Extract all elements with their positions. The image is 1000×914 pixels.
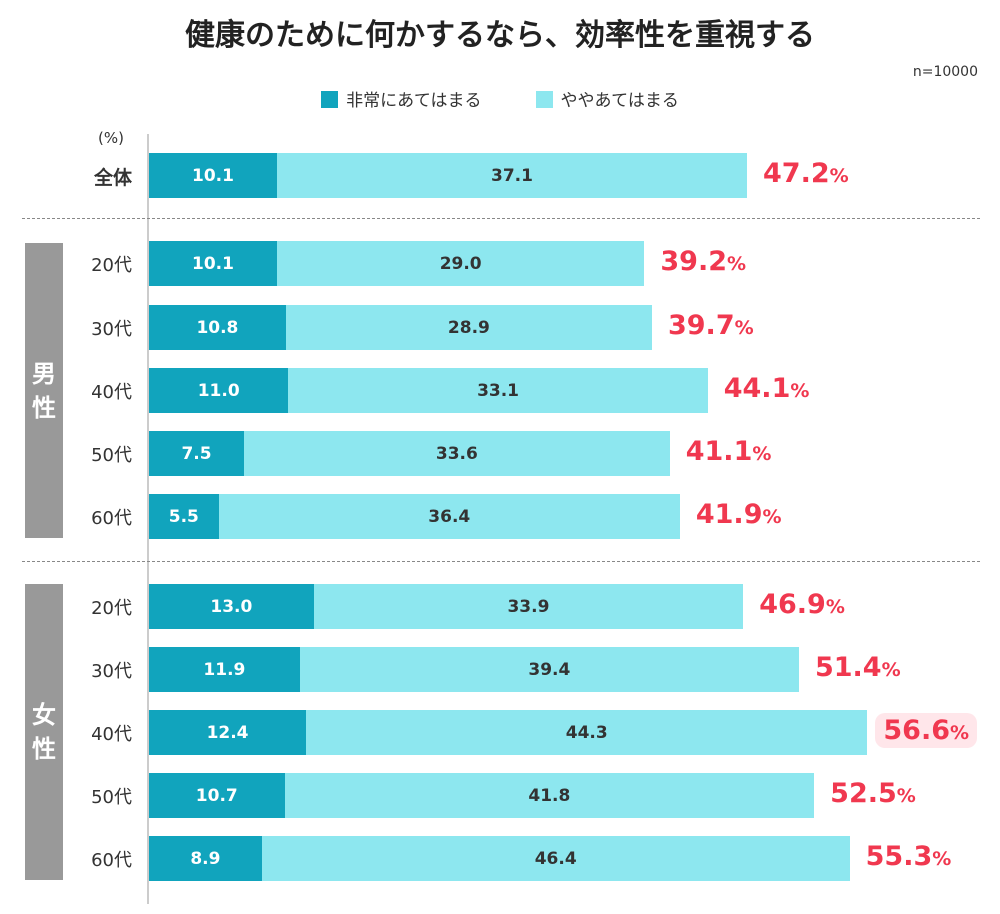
axis-line [147,134,149,904]
bar-segment-2: 41.8 [284,773,815,818]
total-label: 39.2% [660,246,747,277]
bar-segment-2: 37.1 [276,153,747,198]
category-label: 30代 [91,661,132,682]
legend-swatch-2 [535,91,553,108]
total-label: 55.3% [865,841,952,872]
bar-segment-2: 39.4 [299,647,799,692]
bar-segment-1: 10.1 [149,241,277,286]
category-label: 60代 [91,508,132,529]
category-label: 40代 [91,382,132,403]
bar-segment-1: 8.9 [149,836,262,881]
legend-label-2: ややあてはまる [560,91,679,111]
bar-segment-1: 7.5 [149,431,245,476]
bar-segment-2: 44.3 [306,710,868,755]
legend-label-1: 非常にあてはまる [346,91,482,111]
legend-item-1: 非常にあてはまる [321,86,482,111]
chart-title: 健康のために何かするなら、効率性を重視する [185,18,815,53]
divider [22,218,980,219]
total-label: 46.9% [759,589,845,620]
category-label: 20代 [91,255,132,276]
bar-segment-2: 46.4 [261,836,850,881]
bar-segment-1: 11.0 [149,368,289,413]
total-label: 51.4% [814,652,901,683]
legend-item-2: ややあてはまる [535,86,679,111]
category-label: 60代 [91,850,132,871]
total-label: 47.2% [763,158,849,189]
bar-segment-1: 10.7 [149,773,285,818]
bar-segment-1: 13.0 [149,584,314,629]
total-label: 41.9% [695,499,782,530]
bar-segment-1: 10.1 [149,153,277,198]
bar-segment-2: 36.4 [218,494,680,539]
legend-swatch-1 [321,91,339,108]
total-label: 52.5% [830,778,916,809]
unit-label: (%) [98,129,124,147]
category-label: 40代 [91,724,132,745]
divider [22,561,980,562]
category-label: 20代 [91,598,132,619]
bar-segment-1: 11.9 [149,647,300,692]
total-label: 56.6% [875,713,978,748]
category-label: 50代 [91,445,132,466]
bar-segment-1: 5.5 [149,494,219,539]
group-label: 女性 [25,584,63,880]
group-label: 男性 [25,243,63,538]
category-label: 30代 [91,319,132,340]
bar-segment-2: 29.0 [276,241,645,286]
category-label: 全体 [93,167,132,189]
bar-segment-1: 10.8 [149,305,286,350]
total-label: 41.1% [685,436,772,467]
bar-segment-2: 33.9 [313,584,744,629]
bar-segment-2: 28.9 [285,305,652,350]
sample-size: n=10000 [912,64,978,80]
total-label: 44.1% [723,373,810,404]
legend: 非常にあてはまる ややあてはまる [0,86,1000,111]
category-label: 50代 [91,787,132,808]
bar-segment-2: 33.6 [244,431,670,476]
bar-segment-1: 12.4 [149,710,307,755]
bar-segment-2: 33.1 [288,368,708,413]
total-label: 39.7% [667,310,754,341]
